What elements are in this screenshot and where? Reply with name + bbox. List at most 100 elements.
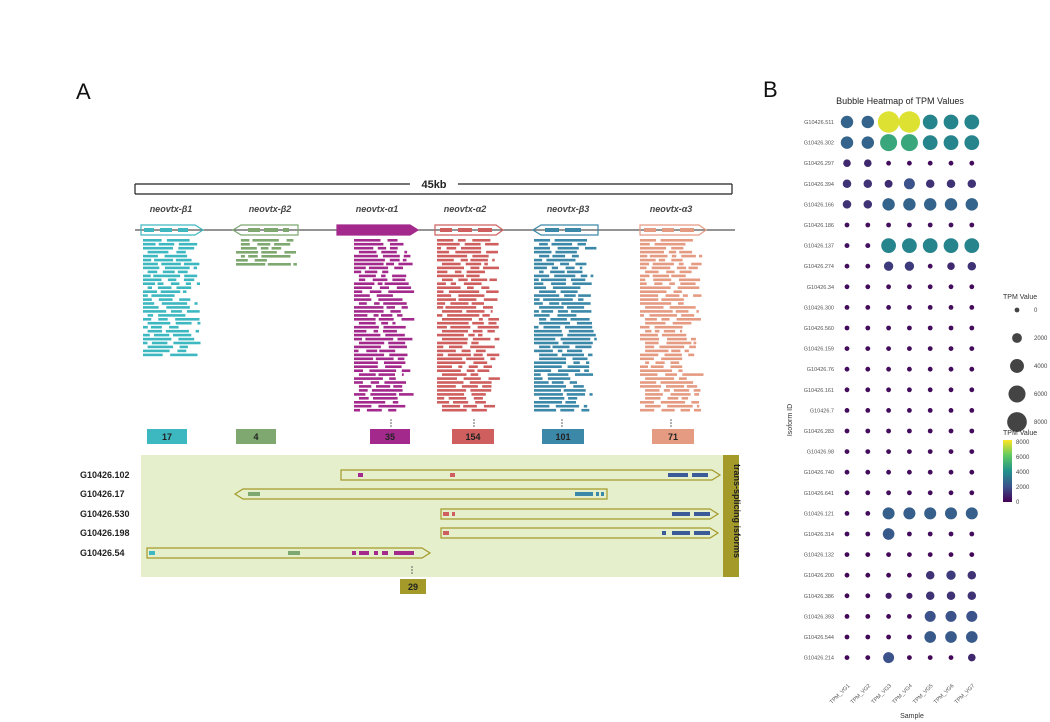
y-tick-label: G10426.314 — [804, 532, 834, 538]
read-segment — [143, 302, 155, 305]
read-segment — [437, 361, 466, 364]
read-segment — [354, 318, 376, 321]
read-segment — [534, 341, 559, 345]
size-legend-bubble — [1010, 359, 1024, 373]
read-segment — [448, 290, 480, 293]
read-segment — [354, 361, 378, 364]
read-segment — [437, 294, 452, 297]
read-segment — [354, 377, 383, 380]
read-segment — [461, 385, 478, 388]
read-segment — [478, 333, 483, 337]
read-segment — [151, 294, 175, 297]
read-segment — [640, 310, 673, 313]
count-box-a3 — [652, 429, 694, 444]
heatmap-bubble — [907, 222, 912, 228]
read-segment — [678, 369, 683, 372]
read-segment — [681, 397, 689, 400]
x-tick-label: TPM_VG2 — [850, 683, 872, 705]
read-segment — [696, 404, 700, 408]
heatmap-bubble — [925, 570, 935, 580]
read-segment — [271, 247, 282, 250]
read-segment — [437, 274, 464, 278]
read-segment — [645, 321, 666, 325]
heatmap-bubble — [925, 591, 935, 601]
read-segment — [466, 357, 485, 361]
read-segment — [446, 246, 457, 250]
read-segment — [382, 254, 400, 258]
heatmap-bubble — [865, 531, 871, 537]
read-segment — [366, 349, 378, 353]
read-segment — [661, 318, 670, 321]
read-segment — [551, 381, 564, 384]
read-segment — [485, 242, 499, 246]
read-segment — [577, 242, 586, 246]
heatmap-bubble — [948, 531, 954, 537]
read-segment — [193, 266, 198, 270]
read-segment — [549, 302, 560, 305]
read-segment — [442, 408, 467, 412]
heatmap-bubble — [969, 222, 975, 228]
read-segment — [486, 290, 499, 293]
heatmap-bubble — [900, 134, 918, 152]
read-segment — [437, 246, 441, 250]
heatmap-bubble — [865, 408, 871, 413]
count-boxes: 17 4 35 154 101 71 — [147, 429, 694, 444]
read-segment — [401, 373, 404, 376]
read-segment — [378, 373, 395, 376]
read-segment — [678, 302, 684, 305]
read-segment — [673, 389, 690, 392]
read-segment — [157, 282, 164, 285]
read-segment — [693, 294, 702, 297]
read-segment — [555, 250, 577, 254]
heatmap-bubble — [907, 469, 912, 475]
read-segment — [437, 298, 456, 301]
read-segment — [640, 278, 646, 282]
read-segment — [472, 337, 491, 341]
read-segment — [699, 254, 703, 258]
read-segment — [652, 262, 674, 266]
read-segment — [583, 404, 588, 408]
read-segment — [455, 250, 482, 254]
read-segment — [166, 306, 190, 309]
read-segment — [240, 239, 250, 242]
read-segment — [490, 310, 493, 313]
color-legend-label: 4000 — [1016, 470, 1030, 476]
read-segment — [645, 341, 659, 345]
read-segment — [442, 278, 453, 282]
heatmap-bubble — [945, 610, 957, 622]
heatmap-bubble — [946, 179, 956, 189]
read-segment — [379, 349, 396, 353]
heatmap-bubble — [948, 408, 954, 413]
size-legend-label: 2000 — [1034, 336, 1048, 342]
read-segment — [161, 262, 181, 266]
read-segment — [678, 377, 687, 380]
read-segment — [354, 404, 372, 408]
read-segment — [143, 337, 172, 341]
isoform-label-3: G10426.530 — [80, 509, 130, 519]
read-segment — [563, 389, 586, 392]
read-segment — [534, 239, 551, 242]
read-segment — [176, 250, 186, 254]
gene-arrow-a1 — [336, 224, 420, 236]
read-segment — [437, 286, 461, 289]
read-segment — [594, 337, 597, 341]
read-segment — [293, 263, 297, 266]
read-segment — [640, 333, 658, 337]
read-segment — [658, 258, 666, 262]
read-segment — [482, 385, 492, 388]
read-segment — [567, 333, 596, 337]
read-segment — [381, 314, 393, 317]
read-segment — [470, 345, 495, 349]
read-segment — [534, 325, 539, 329]
heatmap-bubble — [844, 428, 850, 434]
gene-name-b1: neovtx-β1 — [150, 204, 193, 214]
read-segment — [655, 361, 665, 364]
read-segment — [183, 262, 200, 266]
read-segment — [534, 258, 543, 262]
size-legend-bubble — [1014, 307, 1020, 313]
heatmap-bubble — [907, 284, 912, 290]
read-segment — [469, 381, 492, 384]
read-segment — [143, 318, 152, 321]
read-segment — [693, 389, 701, 392]
read-segment — [379, 286, 389, 289]
